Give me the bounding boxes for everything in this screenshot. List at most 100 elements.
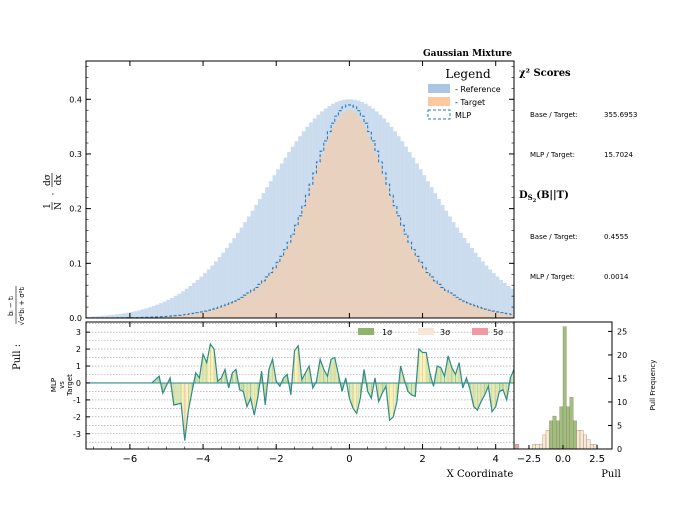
- reference-bar: [484, 265, 489, 318]
- strip-fill-segment: [177, 382, 179, 405]
- strip-fill-segment: [204, 356, 205, 383]
- reference-bar: [151, 306, 156, 318]
- strip-fill-segment: [223, 370, 225, 383]
- target-bar: [232, 301, 236, 318]
- legend-label-reference: - Reference: [455, 85, 501, 94]
- strip-fill-segment: [232, 371, 234, 383]
- strip-fill-segment: [423, 352, 424, 383]
- pull-frequency-bar: [539, 444, 543, 449]
- reference-bar: [411, 157, 416, 318]
- strip-fill-segment: [185, 382, 187, 431]
- strip-fill-segment: [449, 359, 450, 383]
- strip-x-ticks: −6 −4 −2 0 2 4: [93, 322, 515, 465]
- pull-frequency-bar: [586, 439, 591, 449]
- reference-bar: [268, 181, 273, 318]
- target-bar: [290, 235, 295, 318]
- strip-fill-segment: [351, 382, 353, 407]
- reference-bar: [148, 307, 152, 318]
- strip-fill-segment: [496, 382, 497, 405]
- target-bar: [331, 127, 335, 318]
- reference-bar: [440, 204, 445, 318]
- target-bar: [484, 309, 489, 318]
- reference-bar: [181, 291, 185, 318]
- chi2-mlp-label: MLP / Target:: [530, 151, 575, 159]
- reference-bar: [210, 265, 215, 318]
- target-bar: [338, 115, 343, 318]
- strip-fill-segment: [448, 357, 450, 383]
- reference-bar: [433, 193, 438, 318]
- target-bar: [265, 277, 269, 318]
- chi2-base-value: 355.6953: [604, 111, 637, 119]
- pull-frequency-bar: [579, 430, 584, 449]
- strip-fill-segment: [476, 382, 477, 410]
- strip-fill-segment: [357, 382, 358, 411]
- strip-fill-segment: [454, 372, 455, 383]
- strip-fill-segment: [485, 382, 486, 394]
- ylabel-frac1-num: 1: [43, 203, 53, 209]
- reference-bar: [126, 312, 130, 318]
- target-bar: [287, 243, 291, 318]
- strip-fill-segment: [296, 346, 298, 383]
- strip-fill-segment: [449, 361, 451, 383]
- target-bar: [466, 302, 471, 318]
- strip-fill-segment: [252, 382, 254, 410]
- strip-legend-label-3sigma: 3σ: [440, 328, 450, 337]
- strip-fill-segment: [409, 382, 410, 394]
- strip-fill-segment: [185, 382, 186, 436]
- reference-bar: [481, 261, 485, 318]
- target-bar: [499, 312, 504, 318]
- ylabel-frac2-den: dx: [54, 175, 64, 186]
- reference-bar: [462, 238, 467, 318]
- pull-y-tick-label: 10: [617, 398, 627, 407]
- strip-fill-segment: [478, 382, 479, 409]
- reference-bar: [159, 303, 163, 318]
- strip-fill-segment: [240, 382, 242, 391]
- strip-fill-segment: [512, 370, 514, 383]
- strip-fill-segment: [212, 347, 214, 383]
- strip-fill-segment: [332, 358, 333, 383]
- strip-legend-label-5sigma: 5σ: [493, 328, 503, 337]
- reference-bar: [162, 301, 167, 318]
- main-axes-frame: [85, 60, 515, 319]
- reference-bar: [459, 232, 463, 318]
- reference-bar: [279, 163, 284, 318]
- reference-bar: [192, 283, 196, 318]
- strip-fill-segment: [368, 382, 370, 395]
- strip-fill-segment: [335, 360, 336, 383]
- strip-legend-label-1sigma: 1σ: [382, 328, 392, 337]
- strip-y-tick-label: -1: [73, 396, 81, 405]
- strip-x-tick-label: −4: [196, 454, 211, 465]
- reference-bar: [451, 222, 456, 318]
- target-bar: [382, 176, 386, 318]
- target-bar: [217, 306, 222, 318]
- strip-fill-segment: [211, 345, 213, 383]
- reference-bar: [499, 279, 504, 318]
- target-bar: [272, 268, 277, 318]
- reference-bar: [199, 276, 204, 318]
- strip-fill-segment: [412, 382, 414, 396]
- strip-fill-segment: [183, 382, 185, 435]
- strip-fill-segment: [175, 382, 177, 405]
- strip-fill-segment: [410, 382, 411, 395]
- reference-bar: [444, 210, 449, 318]
- target-bar: [162, 316, 167, 318]
- target-bar: [371, 145, 375, 318]
- strip-fill-segment: [512, 372, 513, 383]
- target-bar: [181, 314, 185, 318]
- target-bar: [276, 262, 280, 318]
- strip-fill-segment: [189, 382, 190, 407]
- strip-fill-segment: [324, 370, 325, 383]
- reference-bar: [173, 295, 178, 318]
- reference-bar: [415, 163, 419, 318]
- pull-x-tick-label: 2.5: [589, 454, 605, 465]
- reference-bar: [466, 243, 471, 318]
- strip-legend-swatch-3sigma: [418, 328, 434, 335]
- target-bar: [173, 315, 178, 318]
- chi2-mlp-value: 15.7024: [604, 151, 633, 159]
- reference-bar: [407, 152, 412, 318]
- reference-bar: [184, 288, 189, 318]
- strip-fill-segment: [380, 382, 382, 398]
- strip-fill-segment: [391, 382, 393, 419]
- ds-mlp-label: MLP / Target:: [530, 273, 575, 281]
- strip-fill-segment: [331, 358, 333, 383]
